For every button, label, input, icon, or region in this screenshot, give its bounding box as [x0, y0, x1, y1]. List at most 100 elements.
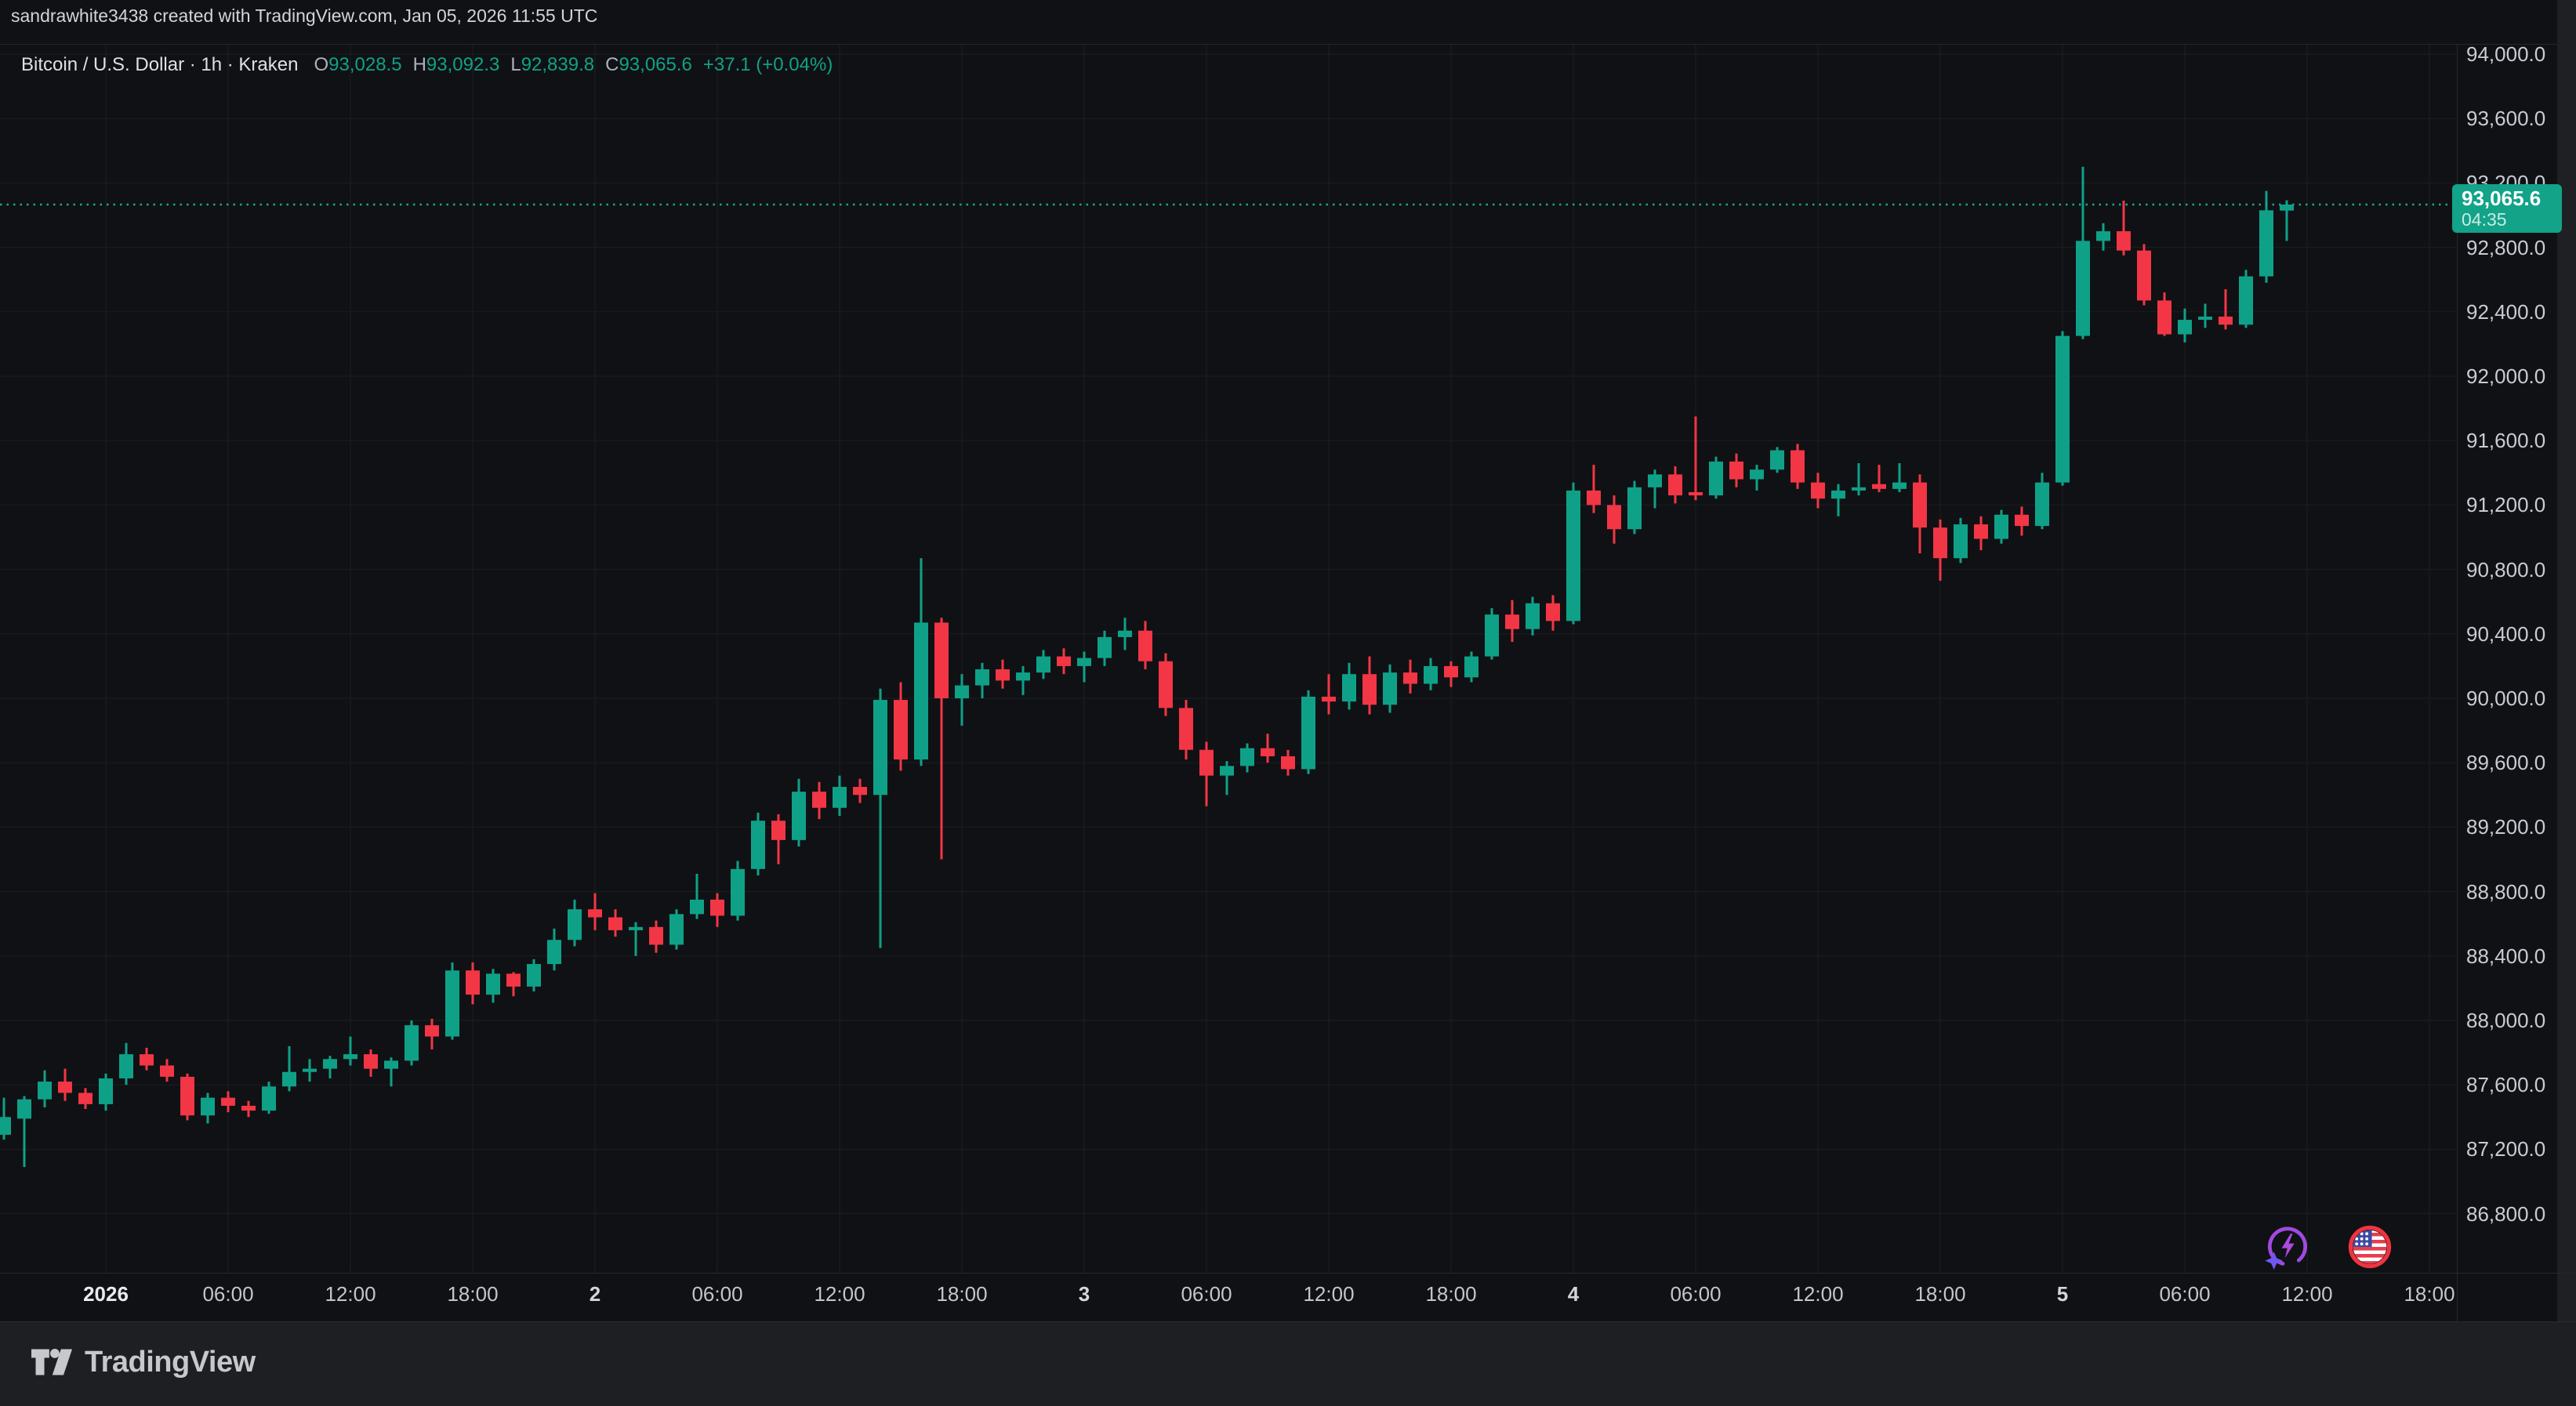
- header-divider: [0, 44, 2576, 45]
- candle: [1098, 630, 1112, 666]
- candle: [38, 1070, 52, 1107]
- candle: [975, 662, 989, 698]
- price-axis-label: 90,400.0: [2466, 621, 2546, 646]
- candle: [812, 781, 826, 820]
- time-axis-label: 12:00: [325, 1282, 376, 1306]
- candle: [914, 558, 928, 766]
- price-axis-label: 87,200.0: [2466, 1137, 2546, 1161]
- price-axis-label: 90,800.0: [2466, 557, 2546, 582]
- tradingview-logo[interactable]: TradingView: [31, 1344, 256, 1380]
- price-axis-label: 90,000.0: [2466, 687, 2546, 710]
- time-axis-label: 12:00: [1303, 1282, 1355, 1306]
- candle: [1342, 662, 1356, 710]
- candle: [201, 1093, 215, 1124]
- ohlc-pair: O93,028.5: [314, 54, 402, 75]
- candle: [2219, 289, 2233, 330]
- candle: [1994, 509, 2008, 544]
- time-axis-label: 18:00: [1914, 1282, 1966, 1306]
- candle: [1689, 416, 1703, 501]
- candle: [1240, 743, 1254, 773]
- candle: [303, 1059, 317, 1082]
- candle: [119, 1042, 133, 1085]
- time-axis-label: 18:00: [936, 1282, 988, 1306]
- candle: [17, 1096, 31, 1168]
- footer-divider: [0, 1321, 2576, 1322]
- price-axis-label: 88,000.0: [2466, 1009, 2546, 1032]
- candle: [1750, 465, 1764, 491]
- price-change: +37.1 (+0.04%): [702, 54, 833, 75]
- price-axis-label: 94,000.0: [2466, 42, 2546, 66]
- candle: [466, 962, 480, 1005]
- candle: [180, 1073, 194, 1121]
- time-axis-label: 12:00: [2281, 1282, 2333, 1306]
- time-axis-label: 06:00: [691, 1282, 743, 1306]
- candle: [1811, 473, 1825, 509]
- time-axis-label: 18:00: [1425, 1282, 1477, 1306]
- candlestick-plot[interactable]: [0, 0, 2457, 1273]
- candle: [1159, 653, 1173, 716]
- candle: [1464, 651, 1478, 683]
- candle: [1485, 607, 1499, 660]
- candle: [669, 909, 684, 950]
- candle: [2035, 473, 2049, 530]
- candle: [2178, 308, 2192, 342]
- bar-countdown: 04:35: [2462, 209, 2507, 230]
- us-flag-event-icon[interactable]: [2346, 1223, 2396, 1273]
- candle: [1261, 734, 1275, 763]
- ohlc-pair: L92,839.8: [510, 54, 595, 75]
- price-axis-label: 93,600.0: [2466, 107, 2546, 131]
- candle: [568, 899, 582, 947]
- candle: [2117, 201, 2131, 255]
- candle: [343, 1036, 357, 1066]
- symbol-title[interactable]: Bitcoin / U.S. Dollar · 1h · Kraken: [21, 54, 299, 75]
- ai-spark-icon[interactable]: [2262, 1221, 2313, 1271]
- candle: [1016, 665, 1030, 695]
- price-axis-label: 91,600.0: [2466, 429, 2546, 453]
- candle: [2157, 292, 2171, 336]
- candle: [1383, 664, 1397, 713]
- candle: [160, 1059, 174, 1082]
- price-axis-border: [2457, 44, 2458, 1321]
- candle: [1770, 447, 1784, 473]
- candle: [405, 1020, 419, 1066]
- price-axis-label: 92,400.0: [2466, 299, 2546, 324]
- candle: [1648, 469, 1662, 509]
- time-axis-label: 5: [2056, 1282, 2069, 1306]
- candle: [690, 873, 704, 919]
- candle: [1954, 517, 1968, 563]
- candle: [486, 969, 500, 1003]
- tradingview-logo-text: TradingView: [85, 1345, 256, 1379]
- candle: [1444, 661, 1458, 687]
- candle: [241, 1100, 256, 1118]
- price-axis[interactable]: 94,000.0 93,600.0 93,200.0 92,800.0 92,400.0…: [2458, 0, 2557, 1273]
- tradingview-logo-mark: [31, 1349, 72, 1375]
- candle: [1974, 516, 1988, 550]
- candle: [1362, 656, 1377, 715]
- time-axis[interactable]: 2026 06:00 12:00 18:00 2 06:00 12:00 18:00 3 06:0…: [0, 1274, 2457, 1321]
- candle: [1220, 761, 1234, 795]
- candle: [1587, 465, 1601, 513]
- candle: [2015, 506, 2029, 536]
- candle: [1831, 484, 1845, 516]
- candle: [2239, 270, 2253, 328]
- candle: [547, 928, 561, 971]
- candle: [58, 1068, 72, 1101]
- candle: [384, 1057, 398, 1087]
- price-axis-label: 88,400.0: [2466, 944, 2546, 968]
- candle: [1933, 519, 1947, 581]
- candle: [1709, 456, 1723, 499]
- time-axis-label: 06:00: [1181, 1282, 1232, 1306]
- price-axis-label: 86,800.0: [2466, 1201, 2546, 1226]
- attribution-text: sandrawhite3438 created with TradingView…: [11, 5, 598, 26]
- candle: [99, 1073, 113, 1111]
- ohlc-pair: H93,092.3: [412, 54, 500, 75]
- candle: [1118, 618, 1132, 650]
- last-price-value: 93,065.6: [2462, 187, 2542, 211]
- candle: [2137, 244, 2151, 306]
- candle: [873, 688, 887, 948]
- price-axis-label: 88,800.0: [2466, 879, 2546, 904]
- candle: [425, 1018, 439, 1049]
- time-axis-label: 2026: [83, 1282, 129, 1306]
- candle: [445, 962, 459, 1040]
- price-axis-label: 89,600.0: [2466, 751, 2546, 775]
